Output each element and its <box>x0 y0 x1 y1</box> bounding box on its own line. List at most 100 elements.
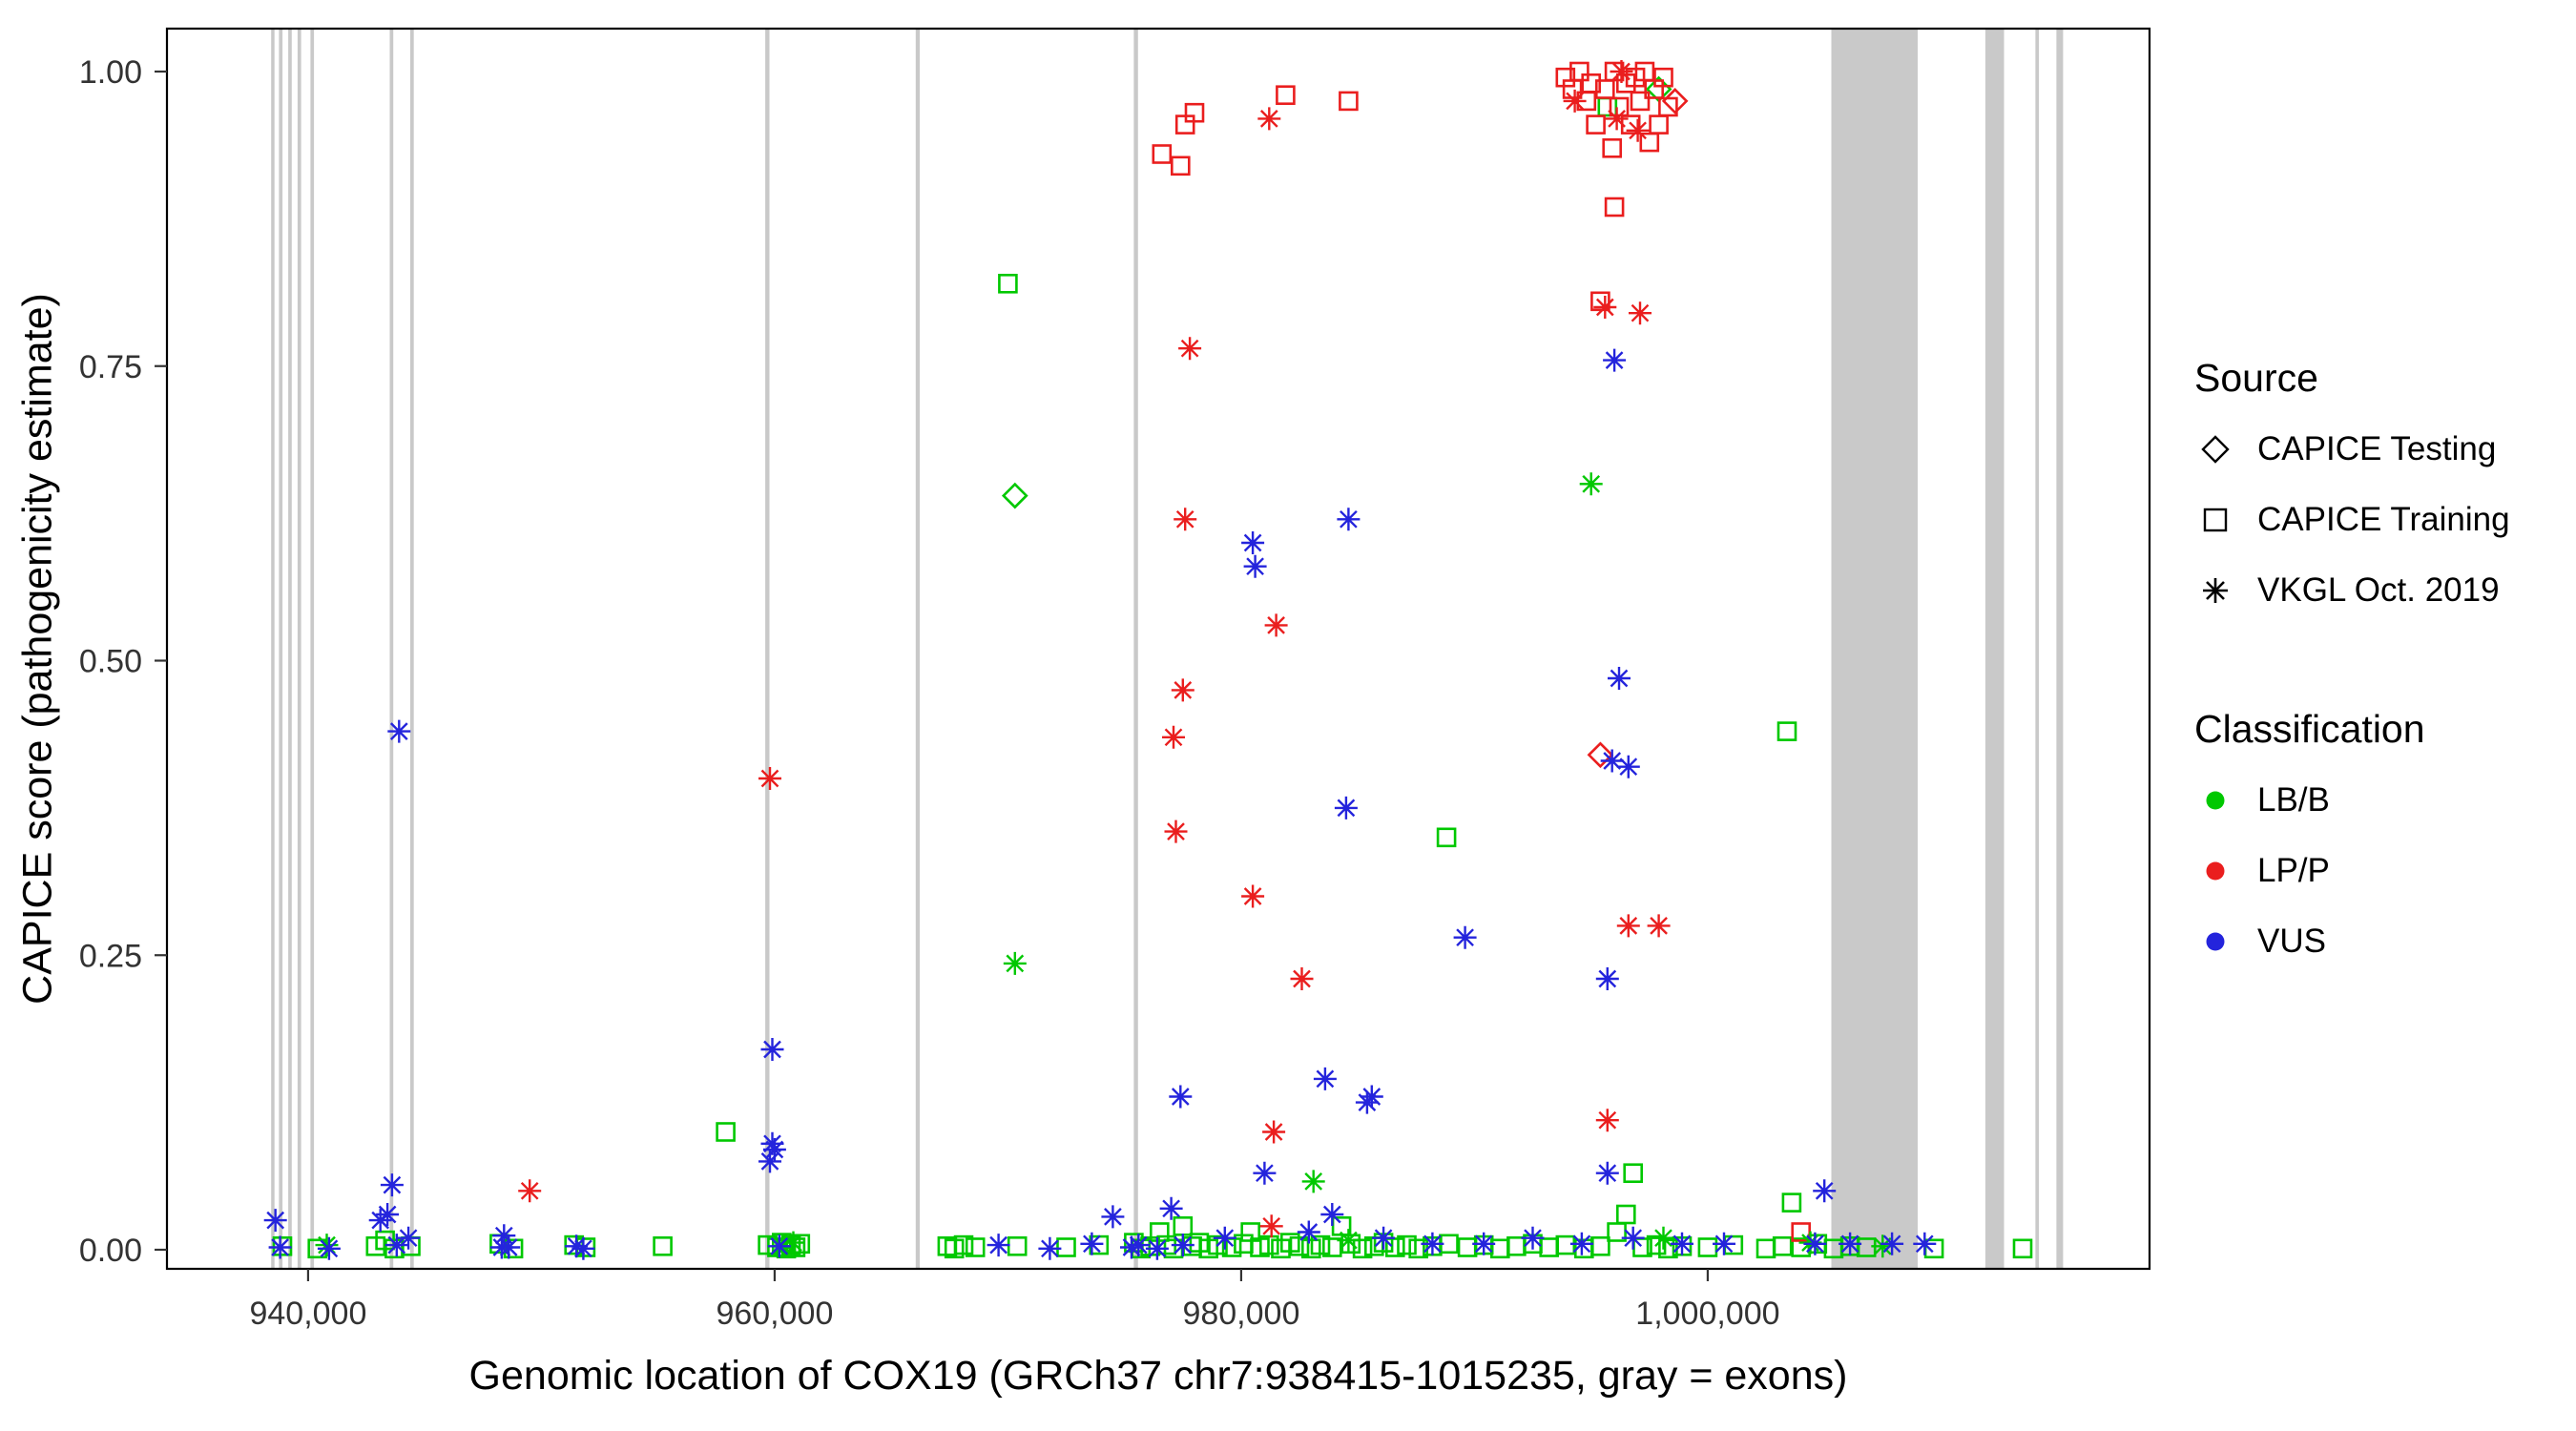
data-point-square <box>965 1237 986 1257</box>
data-point-square <box>1340 1234 1361 1255</box>
y-axis-tick-label: 0.75 <box>79 349 142 385</box>
data-point-asterisk <box>1610 60 1633 83</box>
data-point-square <box>1397 1234 1417 1255</box>
data-point-asterisk <box>760 1131 784 1155</box>
data-point-square <box>1385 1237 1405 1257</box>
data-point-asterisk <box>1803 1232 1827 1255</box>
data-point-asterisk <box>268 1235 292 1259</box>
data-point-square <box>1697 1237 1718 1257</box>
data-point-square <box>1616 1204 1636 1225</box>
data-point-square <box>1649 114 1669 135</box>
data-point-asterisk <box>1595 1161 1619 1185</box>
data-point-asterisk <box>1421 1232 1444 1255</box>
data-point-asterisk <box>1178 337 1202 361</box>
data-point-square <box>1171 156 1191 176</box>
legend: Source CAPICE Testing CAPICE Training VK… <box>2194 355 2510 977</box>
data-point-asterisk <box>1626 118 1650 142</box>
legend-item-lbb: LB/B <box>2194 765 2330 836</box>
x-axis-tick-label: 940,000 <box>249 1296 366 1332</box>
data-point-asterisk <box>263 1209 287 1233</box>
data-point-square <box>1646 1234 1667 1255</box>
data-point-asterisk <box>781 1231 805 1255</box>
data-point-square <box>1630 91 1651 112</box>
y-axis-title: CAPICE score (pathogenicity estimate) <box>14 293 61 1005</box>
data-point-asterisk <box>1213 1226 1236 1250</box>
data-point-asterisk <box>760 1038 784 1061</box>
data-point-square <box>1555 67 1576 88</box>
data-point-asterisk <box>1297 1220 1320 1244</box>
data-point-asterisk <box>1169 1085 1193 1109</box>
data-point-asterisk <box>1243 554 1267 578</box>
data-point-asterisk <box>1301 1170 1325 1193</box>
data-point-asterisk <box>1880 1232 1904 1255</box>
data-point-asterisk <box>1621 1226 1645 1250</box>
data-point-asterisk <box>1372 1226 1396 1250</box>
data-point-asterisk <box>1652 1226 1675 1250</box>
exon-band <box>389 29 394 1269</box>
data-point-asterisk <box>1629 301 1652 325</box>
data-point-square <box>1208 1234 1228 1255</box>
data-point-square <box>1772 1236 1793 1256</box>
data-point-asterisk <box>1164 819 1188 843</box>
data-point-asterisk <box>1334 796 1358 819</box>
exon-band <box>765 29 770 1269</box>
data-point-square <box>1007 1236 1028 1256</box>
data-point-square <box>1152 144 1173 164</box>
data-point-asterisk <box>987 1234 1010 1257</box>
data-point-asterisk <box>1290 967 1314 990</box>
data-point-asterisk <box>1563 89 1587 113</box>
data-point-square <box>1597 96 1618 117</box>
legend-label-capice-training: CAPICE Training <box>2257 501 2510 538</box>
data-point-asterisk <box>1671 1232 1693 1255</box>
data-point-square <box>1555 1234 1576 1255</box>
data-point-asterisk <box>758 1150 781 1173</box>
data-point-asterisk <box>1595 967 1619 990</box>
data-point-asterisk <box>1080 1232 1104 1255</box>
data-point-asterisk <box>1241 531 1265 554</box>
data-point-asterisk <box>1101 1205 1125 1229</box>
data-point-square <box>1339 91 1359 112</box>
data-point-asterisk <box>1453 925 1477 949</box>
data-point-asterisk <box>1174 508 1197 531</box>
data-point-diamond <box>1001 482 1028 509</box>
exon-band <box>410 29 414 1269</box>
y-axis-tick-label: 0.50 <box>79 644 142 680</box>
y-axis-tick-label: 1.00 <box>79 54 142 91</box>
y-axis-tick-label: 0.25 <box>79 938 142 974</box>
data-point-asterisk <box>380 1173 404 1197</box>
dot-icon-lpp <box>2206 861 2225 881</box>
data-point-square <box>1259 1234 1279 1255</box>
data-point-asterisk <box>1241 884 1265 908</box>
data-point-asterisk <box>1257 107 1281 131</box>
data-point-square <box>2012 1238 2033 1259</box>
data-point-asterisk <box>1262 1120 1286 1144</box>
data-point-asterisk <box>1120 1235 1143 1259</box>
data-point-square <box>1781 1192 1802 1213</box>
data-point-asterisk <box>1259 1214 1283 1238</box>
data-point-square <box>953 1234 974 1255</box>
data-point-square <box>1436 827 1457 848</box>
data-point-square <box>1490 1238 1510 1259</box>
exon-band <box>2035 29 2040 1269</box>
asterisk-icon <box>2203 578 2228 603</box>
square-icon <box>2203 508 2228 532</box>
plot-panel-border <box>165 27 2151 1271</box>
data-point-square <box>1173 1216 1194 1236</box>
legend-label-lbb: LB/B <box>2257 781 2330 819</box>
data-point-square <box>1056 1237 1076 1257</box>
legend-label-capice-testing: CAPICE Testing <box>2257 430 2497 467</box>
data-point-asterisk <box>1127 1234 1151 1257</box>
data-point-square <box>1776 721 1797 741</box>
data-point-asterisk <box>317 1236 341 1260</box>
legend-label-vus: VUS <box>2257 923 2326 960</box>
data-point-asterisk <box>1360 1085 1383 1109</box>
data-point-asterisk <box>1616 914 1640 938</box>
exon-band <box>1133 29 1138 1269</box>
data-point-asterisk <box>1313 1067 1337 1090</box>
data-point-asterisk <box>1603 348 1627 372</box>
data-point-asterisk <box>565 1234 589 1258</box>
data-point-asterisk <box>571 1236 595 1260</box>
x-axis-tick-label: 1,000,000 <box>1635 1296 1779 1332</box>
